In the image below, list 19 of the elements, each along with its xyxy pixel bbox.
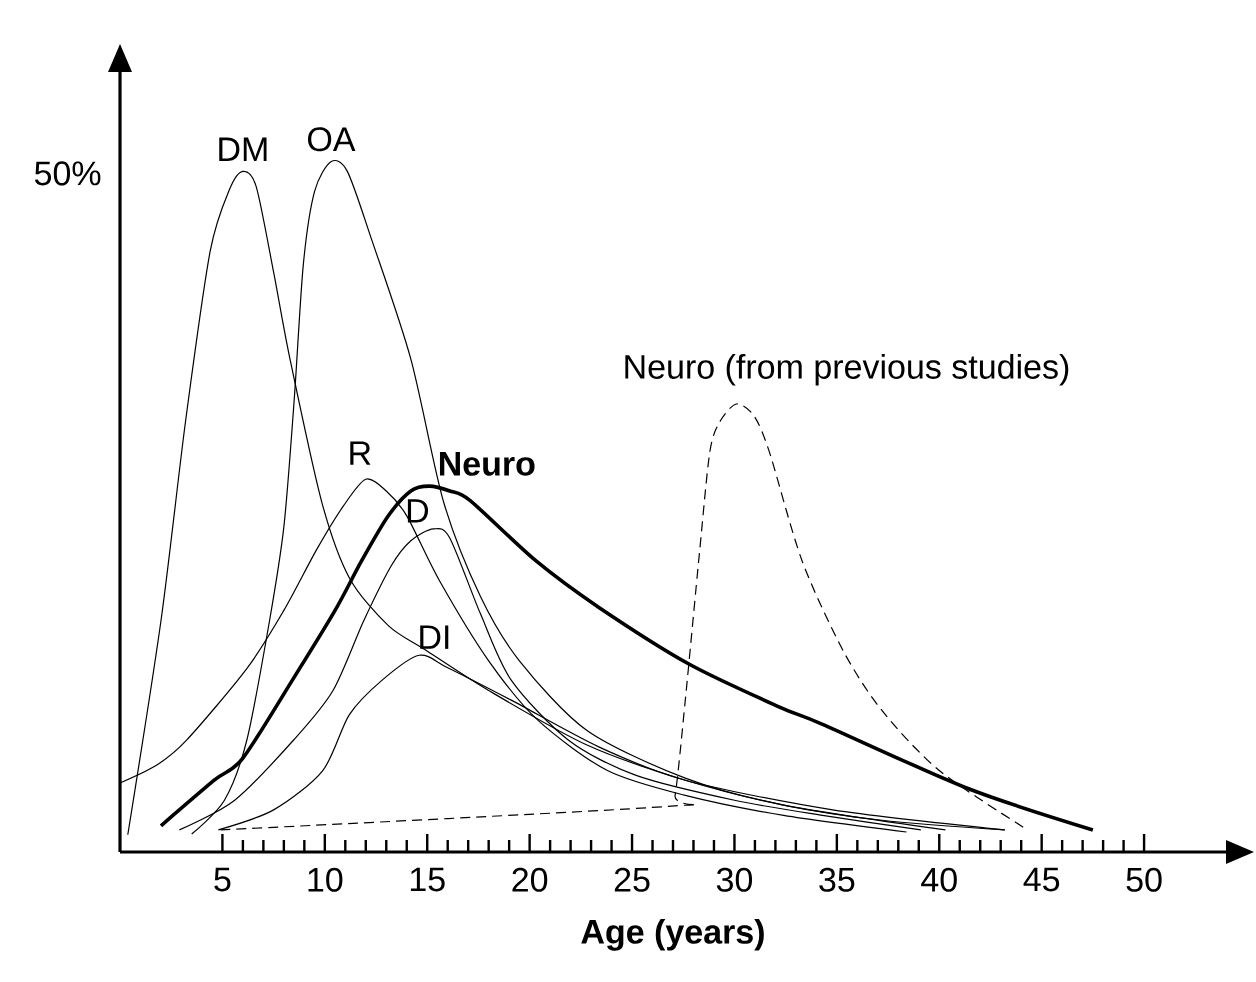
x-axis-title: Age (years) [581, 918, 764, 951]
x-tick-label: 50 [1126, 867, 1162, 892]
x-tick-label: 15 [410, 867, 445, 892]
series-label: OA [308, 127, 356, 152]
series-label: DI [420, 625, 449, 649]
x-tick-label: 25 [614, 867, 650, 892]
x-tick-label: 20 [512, 867, 548, 892]
series-label: R [350, 441, 371, 465]
text: Neuro (from previous studies) [625, 353, 1069, 386]
series-label: Neuro [439, 452, 535, 476]
x-tick-label: 45 [1023, 867, 1060, 892]
text: 50% [34, 161, 101, 186]
x-tick-label: 10 [308, 867, 343, 892]
x-tick-label: 40 [921, 867, 957, 892]
series-label: DM [219, 137, 267, 161]
x-tick-label: 35 [819, 867, 855, 892]
x-tick-label: 30 [716, 867, 753, 892]
x-tick-label: 5 [214, 867, 231, 892]
series-label: D [407, 499, 429, 523]
